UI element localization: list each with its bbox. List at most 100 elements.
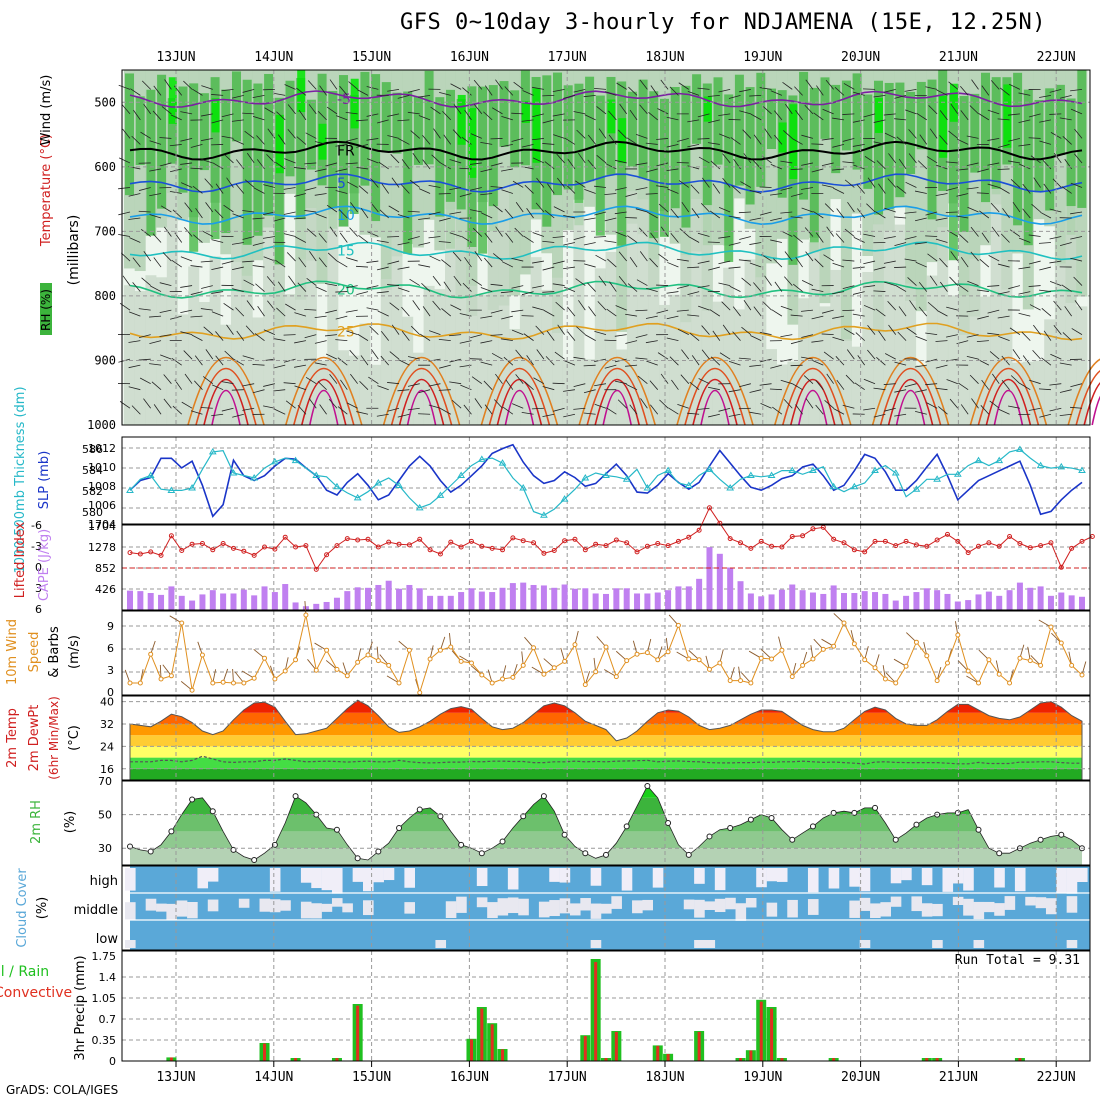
rh-marker [168,828,175,835]
wind-barb [428,404,441,409]
wind-barb [587,159,596,170]
wind-speed-marker [448,644,454,650]
cloud-high-gap [994,868,1005,888]
rh-shade [778,122,787,153]
cloud-mid-gap [994,903,1005,916]
cloud-mid-gap [280,900,291,911]
chart-title: GFS 0~10day 3-hourly for NDJAMENA (15E, … [400,10,1047,35]
wind-barb [224,350,234,360]
wind-barb [617,399,627,409]
thickness-marker [643,483,652,491]
wind-barb [563,413,576,418]
wind-barb [389,351,400,360]
wind-barb [919,134,928,145]
precip-tick-label: 1.05 [92,992,117,1005]
wind-speed-marker [913,639,919,645]
cloud-high-gap [1056,868,1067,894]
wind-barb [140,131,151,139]
wind-barb [824,203,834,213]
rh-marker [975,826,982,833]
wind-barb [990,80,1000,90]
thickness-marker [912,485,921,492]
cape-bar [1079,596,1085,610]
wind-barb [140,228,151,237]
wind-barb [905,181,917,188]
li-marker [189,541,195,547]
wind-barb [128,311,141,317]
rh-shade [392,92,402,154]
cloud-high-gap [269,868,281,892]
wind-barb [149,214,162,219]
wind-barb [813,112,824,121]
wind-barb [949,398,959,409]
cloud-mid-gap [1035,897,1047,909]
wind-speed-marker [1038,662,1044,668]
rh-shade [905,70,917,301]
wind-barb [594,87,607,90]
wind-barb [533,377,545,385]
wind-barb [389,302,400,311]
wind-barb [878,330,886,341]
precip-panel [122,951,1090,1061]
cloud-mid-gap [404,902,415,914]
precip-convective-bar [770,1008,774,1061]
wind-barb [1070,88,1083,92]
temp-band [130,768,1082,780]
li-marker [520,538,526,544]
wind-barb [1041,357,1052,366]
wind-barb [761,155,772,164]
wind-barb [180,285,193,288]
wind-barb [481,212,493,219]
wind-barb [739,383,751,388]
wind-barb [553,134,565,139]
wind-barb [894,361,907,366]
li-marker [531,540,537,546]
wind-tick-label: 9 [107,620,114,633]
wind-barb [575,180,586,188]
wind-barb [832,291,845,295]
wind-barb [658,203,669,213]
wind-barb [490,162,503,167]
li-marker [448,539,454,545]
wind-barb [697,113,710,118]
wind-barb [449,358,462,363]
wind-barb [896,136,907,145]
wind-barb [677,285,689,289]
rh-marker [603,851,609,858]
wind-barb [728,266,741,269]
wind-barb [452,129,462,139]
wind-barb [853,237,865,243]
wind-speed-marker [324,647,330,653]
temp-tick-label: 32 [100,718,114,731]
cloud-mid-gap [456,896,467,913]
wind-barb [614,211,627,215]
cape-bar [820,593,827,610]
rh-marker [251,856,258,863]
wind-barb [573,236,586,241]
cloud-high-gap [373,868,384,883]
cloud-high-gap [549,868,560,882]
cape-bar [1016,582,1023,610]
wind-barb [842,309,855,312]
wind-speed-marker [976,680,982,686]
rh-shade [638,79,648,179]
wind-barb [202,376,214,385]
wind-barb [1050,353,1062,360]
wind-barb [1008,83,1021,90]
wind-barb [422,159,431,170]
wind-barb [360,207,369,219]
rh-shade [637,199,649,425]
cape-bar [872,592,879,610]
wind-barb [418,389,431,394]
cloud-mid-gap [632,900,643,914]
wind-barb [887,301,897,311]
cape-bar [623,588,630,610]
wind-barb [418,217,431,220]
wind-barb [242,88,255,93]
cape-bar [923,588,930,610]
wind-barb [707,386,720,391]
wind-barb [502,406,514,415]
wind-speed-marker [820,646,826,652]
precip-convective-bar [583,1035,587,1061]
wind-barb [790,216,803,219]
